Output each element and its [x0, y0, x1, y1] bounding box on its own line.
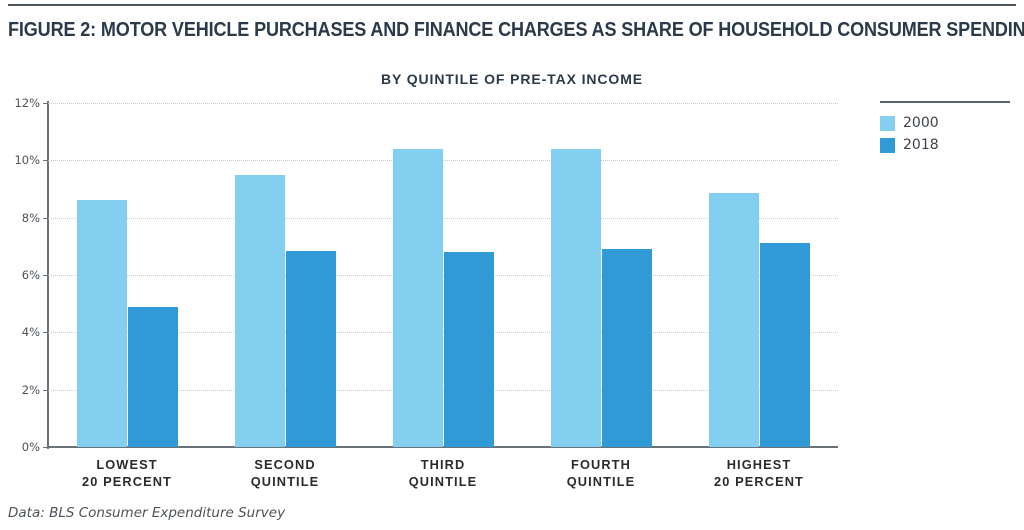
- chart-legend: 2000 2018: [880, 101, 1010, 159]
- legend-divider: [880, 101, 1010, 103]
- y-axis-tick-label: 2%: [21, 382, 40, 397]
- gridline: [48, 103, 838, 104]
- x-axis-label-line: QUINTILE: [408, 474, 478, 489]
- bar-2000-1[interactable]: [76, 200, 127, 447]
- y-axis-tick-label: 6%: [21, 268, 40, 282]
- x-axis-label-2: SECOND QUINTILE: [206, 456, 364, 490]
- y-axis-tick: [43, 389, 48, 391]
- y-axis-tick: [43, 217, 48, 219]
- gridline: [48, 275, 838, 276]
- chart-subtitle: BY QUINTILE OF PRE-TAX INCOME: [380, 71, 644, 87]
- y-axis-tick-label: 12%: [14, 96, 40, 110]
- x-axis-label-line: QUINTILE: [566, 474, 636, 489]
- bar-2018-4[interactable]: [601, 249, 652, 447]
- legend-swatch-icon: [880, 115, 895, 131]
- x-axis-label-1: LOWEST 20 PERCENT: [48, 456, 206, 490]
- legend-label: 2018: [903, 137, 939, 153]
- y-axis-tick: [43, 103, 48, 104]
- gridline: [48, 160, 838, 162]
- bar-2000-4[interactable]: [550, 148, 601, 447]
- gridline: [48, 217, 838, 219]
- x-axis-label-line: LOWEST: [96, 457, 158, 472]
- y-axis-tick-label: 0%: [21, 440, 40, 454]
- x-axis-label-line: SECOND: [254, 457, 316, 472]
- x-axis-label-line: FOURTH: [571, 457, 631, 472]
- legend-item-2018[interactable]: 2018: [880, 137, 1010, 153]
- x-axis-label-line: HIGHEST: [726, 457, 792, 472]
- x-axis-line: [47, 446, 838, 448]
- y-axis-tick: [43, 447, 48, 448]
- gridline: [48, 332, 838, 334]
- x-axis-label-line: THIRD: [420, 457, 466, 472]
- x-axis-label-4: FOURTH QUINTILE: [522, 456, 680, 490]
- header-divider: [8, 4, 1016, 6]
- bar-2018-2[interactable]: [285, 250, 336, 447]
- bar-2018-5[interactable]: [759, 243, 810, 447]
- y-axis-tick-labels: 0% 2% 4% 6% 8% 10% 12%: [0, 96, 40, 454]
- plot-area: [43, 103, 838, 448]
- legend-label: 2000: [903, 115, 939, 131]
- x-axis-label-line: 20 PERCENT: [714, 474, 804, 489]
- bar-2000-3[interactable]: [392, 148, 443, 447]
- gridline: [48, 389, 838, 391]
- y-axis-tick-label: 10%: [14, 153, 40, 168]
- x-axis-label-line: 20 PERCENT: [82, 474, 172, 489]
- legend-item-2000[interactable]: 2000: [880, 115, 1010, 131]
- y-axis-tick: [43, 332, 48, 334]
- y-axis-tick-label: 4%: [21, 325, 40, 340]
- bar-2000-2[interactable]: [234, 174, 285, 447]
- y-axis-tick: [43, 275, 48, 276]
- y-axis-tick: [43, 160, 48, 162]
- x-axis-label-5: HIGHEST 20 PERCENT: [680, 456, 838, 490]
- source-note: Data: BLS Consumer Expenditure Survey: [8, 505, 286, 521]
- y-axis-tick-label: 8%: [21, 210, 40, 225]
- legend-swatch-icon: [880, 137, 895, 153]
- page-title: FIGURE 2: MOTOR VEHICLE PURCHASES AND FI…: [8, 18, 1024, 41]
- bar-2018-1[interactable]: [127, 306, 178, 447]
- x-axis-label-3: THIRD QUINTILE: [364, 456, 522, 490]
- bar-2018-3[interactable]: [443, 252, 494, 447]
- bar-2000-5[interactable]: [708, 193, 759, 447]
- x-axis-label-line: QUINTILE: [250, 474, 320, 489]
